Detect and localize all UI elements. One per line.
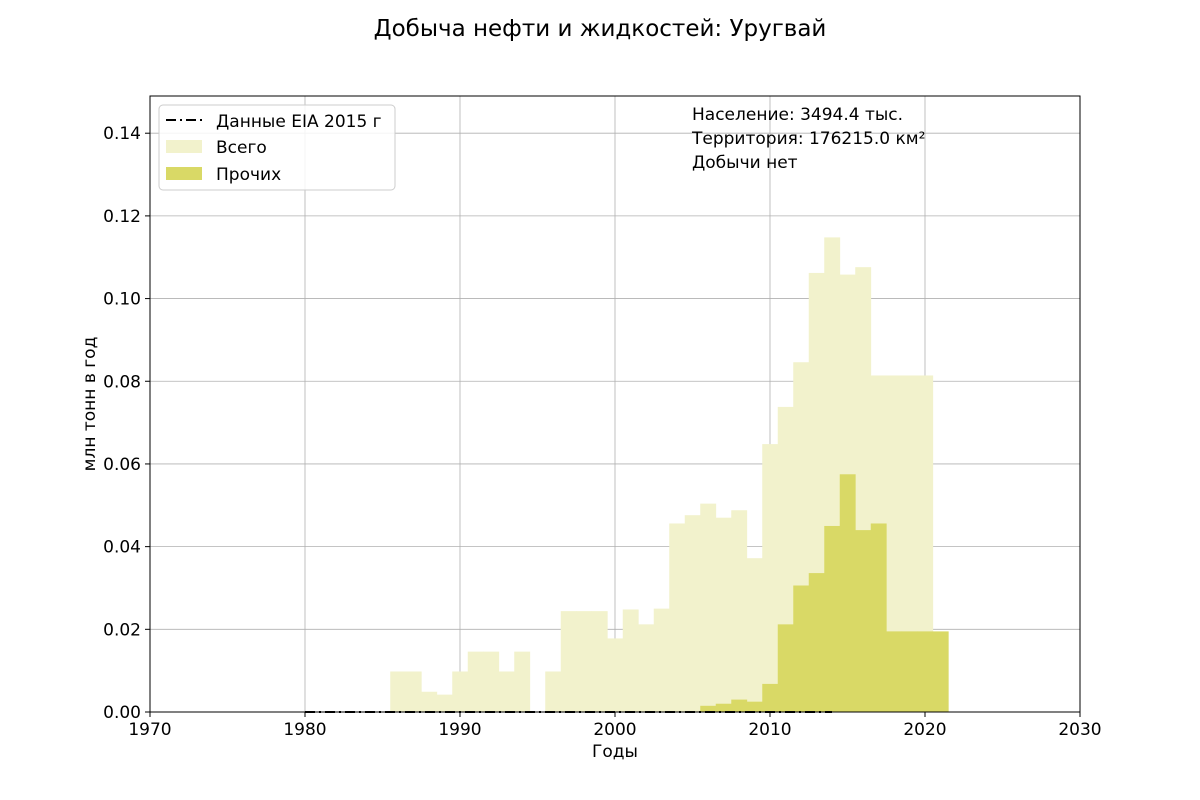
total-bar-1991	[483, 651, 500, 712]
other-bar-2018	[901, 631, 918, 712]
x-tick-label-5: 2020	[903, 720, 946, 740]
total-bar-1999	[607, 638, 624, 712]
total-bar-2018	[901, 375, 918, 712]
x-tick-label-1: 1980	[283, 720, 326, 740]
legend-other-label: Прочих	[216, 165, 281, 185]
y-tick-label-3: 0.06	[103, 455, 141, 475]
x-tick-label-0: 1970	[128, 720, 171, 740]
annotation-no-production: Добычи нет	[692, 153, 798, 173]
annotation-territory: Территория: 176215.0 км²	[691, 129, 925, 149]
series-other-bars	[700, 474, 949, 712]
legend-other-swatch	[166, 167, 202, 180]
total-bar-1996	[560, 611, 577, 712]
y-tick-label-4: 0.08	[103, 372, 141, 392]
total-bar-2004	[684, 515, 701, 712]
total-bar-2006	[715, 517, 732, 712]
y-tick-label-5: 0.10	[103, 290, 141, 310]
annotation-population: Население: 3494.4 тыс.	[692, 105, 903, 125]
other-bar-2015	[855, 530, 872, 712]
x-axis: 1970 1980 1990 2000 2010 2020 2030	[128, 712, 1102, 740]
total-bar-1997	[576, 611, 593, 712]
y-tick-label-7: 0.14	[103, 124, 141, 144]
x-axis-label: Годы	[592, 742, 638, 762]
total-bar-1986	[405, 671, 422, 712]
total-bar-2008	[746, 558, 763, 712]
other-bar-2013	[824, 525, 841, 712]
legend-total-label: Всего	[216, 138, 267, 158]
x-tick-label-4: 2010	[748, 720, 791, 740]
total-bar-1992	[498, 671, 515, 712]
y-axis-label: млн тонн в год	[80, 337, 100, 472]
total-bar-2017	[886, 375, 903, 712]
other-bar-2006	[715, 703, 732, 712]
other-bar-2017	[886, 631, 903, 712]
other-bar-2007	[731, 699, 748, 712]
total-bar-1990	[467, 651, 484, 712]
y-tick-label-2: 0.04	[103, 538, 141, 558]
x-tick-label-3: 2000	[593, 720, 636, 740]
y-tick-label-1: 0.02	[103, 620, 141, 640]
legend-box	[158, 104, 396, 191]
total-bar-1995	[545, 671, 562, 712]
y-axis: 0.00 0.02 0.04 0.06 0.08 0.10 0.12 0.14	[103, 124, 150, 723]
other-bar-2010	[777, 624, 794, 712]
legend: Данные EIA 2015 г Всего Прочих	[158, 104, 396, 191]
total-bar-2005	[700, 503, 717, 712]
total-bar-1998	[591, 611, 608, 712]
other-bar-2020	[932, 631, 949, 712]
x-tick-label-2: 1990	[438, 720, 481, 740]
total-bar-1985	[390, 671, 407, 712]
total-bar-1993	[514, 651, 531, 712]
other-bar-2005	[700, 705, 717, 712]
total-bar-2007	[731, 510, 748, 712]
annotation-block: Население: 3494.4 тыс. Территория: 17621…	[691, 105, 925, 173]
other-bar-2008	[746, 701, 763, 712]
other-bar-2011	[793, 585, 810, 712]
total-bar-1989	[452, 671, 469, 712]
x-tick-label-6: 2030	[1058, 720, 1101, 740]
total-bar-2002	[653, 608, 670, 712]
total-bar-2019	[917, 375, 934, 712]
other-bar-2019	[917, 631, 934, 712]
y-tick-label-0: 0.00	[103, 703, 141, 723]
total-bar-2000	[622, 609, 639, 712]
total-bar-2009	[762, 444, 779, 712]
other-bar-2016	[870, 523, 887, 712]
series-total-bars	[390, 237, 934, 712]
total-bar-1987	[421, 691, 438, 712]
total-bar-2003	[669, 523, 686, 712]
y-tick-label-6: 0.12	[103, 207, 141, 227]
other-bar-2014	[839, 474, 856, 712]
other-bar-2009	[762, 683, 779, 712]
other-bar-2012	[808, 573, 825, 712]
total-bar-2001	[638, 624, 655, 712]
chart-title: Добыча нефти и жидкостей: Уругвай	[374, 16, 827, 42]
legend-eia-label: Данные EIA 2015 г	[216, 112, 382, 132]
total-bar-1988	[436, 694, 453, 712]
legend-total-swatch	[166, 140, 202, 153]
